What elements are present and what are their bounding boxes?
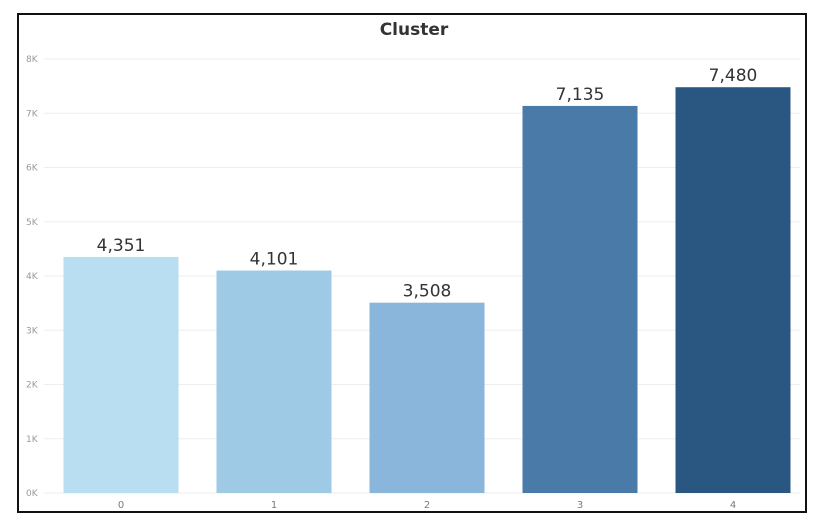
y-tick-label: 3K xyxy=(26,326,39,336)
x-tick-label: 4 xyxy=(730,500,736,511)
y-tick-label: 2K xyxy=(26,381,39,391)
bar-3[interactable] xyxy=(522,105,638,494)
bar-4[interactable] xyxy=(675,87,791,494)
data-label-3: 7,135 xyxy=(556,85,605,105)
data-label-4: 7,480 xyxy=(709,66,758,86)
x-tick-label: 0 xyxy=(118,500,124,511)
y-tick-label: 4K xyxy=(26,272,39,282)
data-label-1: 4,101 xyxy=(250,250,299,270)
y-tick-label: 7K xyxy=(26,109,39,119)
data-label-0: 4,351 xyxy=(97,236,146,256)
y-tick-label: 1K xyxy=(26,435,39,445)
y-tick-label: 8K xyxy=(26,55,39,65)
bar-0[interactable] xyxy=(63,256,179,493)
x-tick-label: 2 xyxy=(424,500,430,511)
x-tick-label: 3 xyxy=(577,500,583,511)
y-tick-label: 5K xyxy=(26,218,39,228)
x-tick-label: 1 xyxy=(271,500,277,511)
bar-1[interactable] xyxy=(216,270,332,493)
chart-title: Cluster xyxy=(379,20,449,40)
y-tick-label: 6K xyxy=(26,164,39,174)
bar-2[interactable] xyxy=(369,302,485,493)
data-label-2: 3,508 xyxy=(403,282,452,302)
y-tick-label: 0K xyxy=(26,489,39,499)
